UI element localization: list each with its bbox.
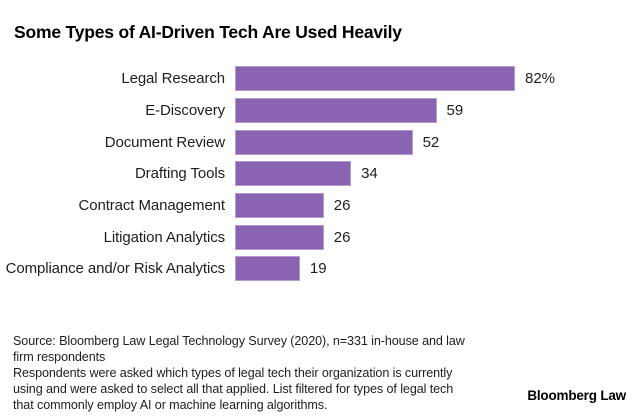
value-label: 26 (333, 196, 351, 214)
value-label: 52 (422, 133, 440, 151)
note-line: using and were asked to select all that … (13, 382, 454, 396)
category-label: Legal Research (121, 70, 225, 88)
value-label: 82% (525, 70, 556, 88)
value-label: 26 (333, 228, 351, 246)
note-line: Respondents were asked which types of le… (13, 366, 453, 380)
category-label: Compliance and/or Risk Analytics (5, 260, 226, 278)
bloomberg-law-logo: Bloomberg Law (527, 388, 626, 403)
bar (235, 256, 300, 282)
footnote: Source: Bloomberg Law Legal Technology S… (13, 333, 465, 413)
bar-row: Litigation Analytics 26 (0, 221, 633, 253)
bar (235, 224, 324, 250)
bar-row: Compliance and/or Risk Analytics 19 (0, 253, 633, 285)
value-label: 59 (446, 101, 464, 119)
bar-row: Legal Research 82% (0, 63, 633, 95)
bar (235, 66, 515, 92)
bar (235, 192, 324, 218)
category-label: Document Review (104, 133, 225, 151)
bar (235, 97, 437, 123)
value-label: 19 (309, 260, 327, 278)
bar (235, 161, 352, 187)
bar-row: Contract Management 26 (0, 190, 633, 222)
category-label: Litigation Analytics (103, 228, 226, 246)
bar (235, 129, 413, 155)
source-line: firm respondents (13, 350, 106, 364)
note-line: that commonly employ AI or machine learn… (13, 398, 328, 412)
bar-row: Drafting Tools 34 (0, 158, 633, 190)
page-title: Some Types of AI-Driven Tech Are Used He… (14, 22, 402, 42)
bar-row: Document Review 52 (0, 126, 633, 158)
category-label: E-Discovery (145, 101, 225, 119)
bar-row: E-Discovery 59 (0, 95, 633, 127)
value-label: 34 (361, 165, 378, 183)
category-label: Contract Management (78, 196, 225, 214)
bar-chart: Legal Research 82% E-Discovery 59 Docume… (0, 63, 633, 284)
category-label: Drafting Tools (134, 165, 225, 183)
source-line: Source: Bloomberg Law Legal Technology S… (13, 334, 465, 348)
